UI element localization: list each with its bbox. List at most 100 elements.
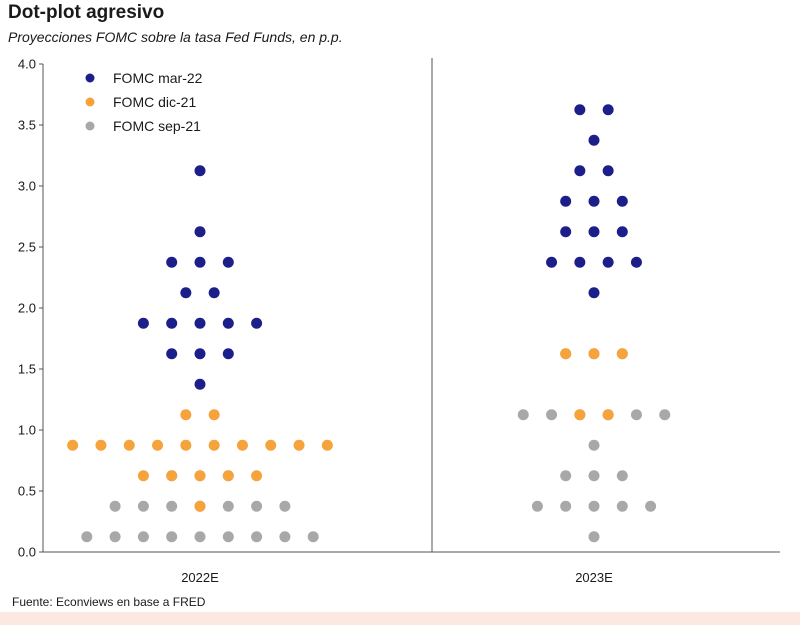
data-point xyxy=(293,439,305,451)
data-point xyxy=(194,165,206,177)
y-tick-label: 4.0 xyxy=(18,57,36,72)
data-point xyxy=(574,165,586,177)
legend-label: FOMC sep-21 xyxy=(113,118,201,134)
data-point xyxy=(109,500,121,512)
data-point xyxy=(180,287,192,299)
data-point xyxy=(194,500,206,512)
data-point xyxy=(194,531,206,543)
y-tick-label: 3.5 xyxy=(18,118,36,133)
dots-layer xyxy=(67,104,671,543)
data-point xyxy=(236,439,248,451)
data-point xyxy=(180,409,192,421)
data-point xyxy=(251,531,263,543)
data-point xyxy=(180,439,192,451)
data-point xyxy=(602,165,614,177)
data-point xyxy=(222,348,234,360)
data-point xyxy=(208,409,220,421)
data-point xyxy=(194,317,206,329)
data-point xyxy=(222,531,234,543)
data-point xyxy=(560,470,572,482)
data-point xyxy=(588,287,600,299)
data-point xyxy=(265,439,277,451)
data-point xyxy=(81,531,93,543)
data-point xyxy=(560,348,572,360)
data-point xyxy=(616,226,628,238)
data-point xyxy=(321,439,333,451)
y-tick-label: 1.5 xyxy=(18,362,36,377)
y-tick-label: 0.0 xyxy=(18,545,36,560)
data-point xyxy=(137,317,149,329)
legend-label: FOMC dic-21 xyxy=(113,94,196,110)
y-tick-label: 3.0 xyxy=(18,179,36,194)
axis-layer: 0.0 0.5 1.0 1.5 2.0 2.5 3.0 3.5 4.0 2022E 2023E xyxy=(18,57,780,585)
data-point xyxy=(574,256,586,268)
data-point xyxy=(616,470,628,482)
data-point xyxy=(560,226,572,238)
data-point xyxy=(194,378,206,390)
data-point xyxy=(137,470,149,482)
legend-marker xyxy=(85,97,95,107)
data-point xyxy=(616,500,628,512)
data-point xyxy=(588,500,600,512)
data-point xyxy=(222,500,234,512)
x-category-label: 2022E xyxy=(181,570,219,585)
data-point xyxy=(208,439,220,451)
data-point xyxy=(546,409,558,421)
data-point xyxy=(222,317,234,329)
data-point xyxy=(95,439,107,451)
data-point xyxy=(307,531,319,543)
bottom-band xyxy=(0,612,800,625)
data-point xyxy=(630,256,642,268)
data-point xyxy=(194,348,206,360)
data-point xyxy=(616,348,628,360)
data-point xyxy=(588,348,600,360)
data-point xyxy=(166,531,178,543)
data-point xyxy=(602,104,614,116)
data-point xyxy=(588,439,600,451)
data-point xyxy=(222,470,234,482)
data-point xyxy=(251,317,263,329)
data-point xyxy=(560,195,572,207)
data-point xyxy=(137,500,149,512)
y-tick-label: 2.0 xyxy=(18,301,36,316)
data-point xyxy=(588,531,600,543)
data-point xyxy=(630,409,642,421)
data-point xyxy=(588,134,600,146)
chart-title: Dot-plot agresivo xyxy=(8,2,165,23)
data-point xyxy=(123,439,135,451)
legend-marker xyxy=(85,73,95,83)
data-point xyxy=(251,470,263,482)
dot-plot-chart: 0.0 0.5 1.0 1.5 2.0 2.5 3.0 3.5 4.0 2022E 2023E FO… xyxy=(18,57,780,585)
data-point xyxy=(166,256,178,268)
x-category-label: 2023E xyxy=(575,570,613,585)
data-point xyxy=(279,531,291,543)
data-point xyxy=(588,195,600,207)
data-point xyxy=(531,500,543,512)
data-point xyxy=(67,439,79,451)
legend: FOMC mar-22 FOMC dic-21 FOMC sep-21 xyxy=(85,70,203,134)
data-point xyxy=(659,409,671,421)
data-point xyxy=(602,409,614,421)
data-point xyxy=(645,500,657,512)
data-point xyxy=(574,409,586,421)
data-point xyxy=(194,470,206,482)
data-point xyxy=(588,470,600,482)
data-point xyxy=(588,226,600,238)
data-point xyxy=(166,500,178,512)
data-point xyxy=(208,287,220,299)
data-point xyxy=(602,256,614,268)
source-note: Fuente: Econviews en base a FRED xyxy=(12,595,206,609)
legend-label: FOMC mar-22 xyxy=(113,70,203,86)
data-point xyxy=(137,531,149,543)
data-point xyxy=(222,256,234,268)
data-point xyxy=(560,500,572,512)
data-point xyxy=(279,500,291,512)
y-tick-label: 0.5 xyxy=(18,484,36,499)
data-point xyxy=(194,226,206,238)
data-point xyxy=(166,348,178,360)
data-point xyxy=(109,531,121,543)
data-point xyxy=(546,256,558,268)
y-tick-label: 2.5 xyxy=(18,240,36,255)
data-point xyxy=(574,104,586,116)
data-point xyxy=(194,256,206,268)
